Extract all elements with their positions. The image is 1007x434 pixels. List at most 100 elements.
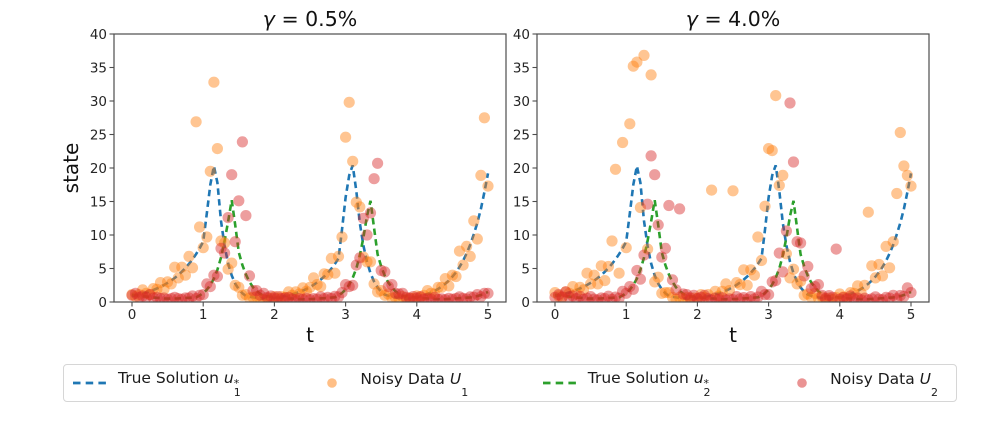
data-point — [272, 291, 284, 302]
data-point — [695, 289, 707, 301]
legend-label: True Solution u * 1 — [118, 369, 241, 399]
data-point — [787, 156, 800, 168]
dashed-line-swatch-u1 — [73, 381, 107, 385]
data-point — [549, 291, 561, 302]
x-tick-label: 1 — [622, 307, 631, 323]
y-tick-label: 40 — [513, 27, 530, 43]
data-point — [421, 292, 434, 302]
data-point — [219, 247, 231, 259]
dashed-line-swatch-u2 — [542, 381, 577, 385]
data-point — [226, 257, 238, 269]
plot-area — [126, 76, 494, 302]
data-point — [777, 266, 789, 278]
data-point — [745, 264, 757, 276]
data-point — [165, 278, 177, 290]
data-point — [258, 287, 270, 299]
legend-dot — [327, 378, 338, 388]
data-point — [691, 293, 703, 302]
data-point — [666, 291, 679, 302]
data-point — [855, 294, 867, 302]
data-point — [549, 287, 561, 299]
y-tick-label: 30 — [90, 94, 107, 110]
data-point — [400, 293, 412, 302]
data-point — [443, 280, 455, 292]
data-point — [461, 240, 473, 252]
data-point — [126, 289, 138, 301]
data-point — [275, 293, 288, 302]
data-point — [461, 293, 473, 302]
y-tick-label: 5 — [521, 261, 530, 277]
data-point — [322, 291, 334, 302]
data-point — [258, 294, 270, 302]
data-point — [570, 293, 582, 302]
data-point — [585, 278, 597, 290]
x-tick-label: 3 — [764, 307, 773, 323]
data-point — [411, 290, 423, 302]
data-point — [137, 290, 149, 302]
data-point — [432, 293, 444, 302]
data-point — [446, 293, 458, 302]
data-point — [595, 260, 607, 272]
data-point — [126, 289, 138, 301]
data-point — [354, 201, 366, 213]
data-point — [421, 285, 434, 297]
data-point — [475, 169, 487, 181]
data-point — [755, 285, 768, 297]
data-point — [620, 287, 632, 299]
data-point — [613, 292, 625, 302]
data-point — [247, 285, 259, 297]
data-point — [638, 49, 650, 62]
data-point — [674, 291, 686, 302]
data-point — [222, 212, 234, 224]
data-point — [688, 292, 700, 302]
noisy_U1-scatter — [126, 76, 494, 302]
data-point — [133, 289, 145, 301]
data-point — [186, 262, 199, 274]
data-point — [570, 288, 583, 300]
data-point — [563, 291, 575, 302]
data-point — [695, 291, 707, 302]
data-point — [574, 290, 586, 302]
data-point — [478, 112, 490, 124]
data-point — [702, 289, 714, 301]
data-point — [873, 258, 885, 271]
y-tick-label: 20 — [90, 161, 107, 177]
data-point — [631, 264, 643, 277]
data-point — [634, 273, 647, 285]
data-point — [393, 288, 405, 300]
y-tick-label: 15 — [513, 194, 530, 210]
data-point — [368, 278, 380, 290]
data-point — [133, 291, 145, 302]
data-point — [823, 292, 835, 302]
data-point — [453, 245, 466, 257]
data-point — [837, 291, 849, 302]
data-point — [308, 293, 320, 302]
data-point — [183, 292, 195, 302]
data-point — [609, 291, 622, 302]
data-point — [795, 237, 807, 249]
data-point — [272, 293, 284, 302]
data-point — [137, 284, 149, 296]
data-point — [144, 289, 156, 301]
data-point — [429, 291, 441, 302]
data-point — [229, 279, 241, 291]
data-point — [297, 282, 309, 294]
data-point — [140, 291, 152, 302]
data-point — [574, 281, 586, 293]
data-point — [350, 259, 362, 271]
data-point — [194, 289, 206, 301]
data-point — [162, 293, 174, 302]
y-tick-label: 0 — [521, 295, 530, 311]
data-point — [432, 281, 444, 293]
data-point — [873, 293, 885, 302]
data-point — [560, 286, 572, 298]
data-point — [254, 293, 266, 302]
data-point — [866, 293, 878, 302]
true-solution-u1-curve — [554, 164, 913, 301]
data-point — [624, 118, 636, 130]
data-point — [318, 293, 330, 302]
data-point — [663, 199, 675, 212]
data-point — [226, 169, 238, 181]
data-point — [777, 169, 789, 181]
